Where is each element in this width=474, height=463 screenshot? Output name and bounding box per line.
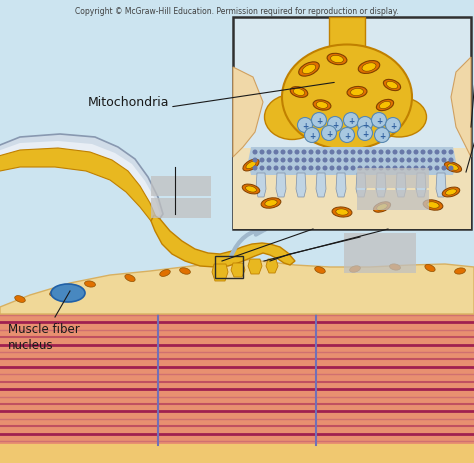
Circle shape <box>358 159 362 163</box>
Circle shape <box>442 167 446 170</box>
FancyBboxPatch shape <box>357 191 429 211</box>
Polygon shape <box>231 263 245 277</box>
FancyBboxPatch shape <box>357 169 429 188</box>
Text: +: + <box>332 121 338 130</box>
FancyArrowPatch shape <box>231 225 265 257</box>
Ellipse shape <box>50 290 60 297</box>
Ellipse shape <box>425 265 435 272</box>
Circle shape <box>253 159 257 163</box>
Text: +: + <box>376 117 382 126</box>
Circle shape <box>428 151 432 155</box>
Circle shape <box>357 117 373 132</box>
Circle shape <box>428 167 432 170</box>
FancyBboxPatch shape <box>0 444 474 463</box>
Ellipse shape <box>327 54 347 66</box>
Circle shape <box>365 151 369 155</box>
Polygon shape <box>396 174 406 198</box>
Circle shape <box>298 118 312 133</box>
Polygon shape <box>451 58 471 158</box>
Ellipse shape <box>261 198 281 209</box>
Text: +: + <box>362 130 368 139</box>
Ellipse shape <box>299 63 319 77</box>
Circle shape <box>386 159 390 163</box>
Circle shape <box>304 128 319 143</box>
Circle shape <box>330 151 334 155</box>
Circle shape <box>365 167 369 170</box>
Circle shape <box>260 159 264 163</box>
Circle shape <box>449 159 453 163</box>
Circle shape <box>428 159 432 163</box>
Circle shape <box>400 159 404 163</box>
Ellipse shape <box>386 82 398 89</box>
Circle shape <box>374 128 390 143</box>
Text: Mitochondria: Mitochondria <box>88 96 170 109</box>
Circle shape <box>295 151 299 155</box>
Circle shape <box>302 167 306 170</box>
Ellipse shape <box>447 164 458 171</box>
Circle shape <box>309 151 313 155</box>
Circle shape <box>267 167 271 170</box>
Polygon shape <box>248 259 262 275</box>
Circle shape <box>253 167 257 170</box>
Polygon shape <box>256 174 266 198</box>
Circle shape <box>295 167 299 170</box>
Circle shape <box>421 151 425 155</box>
Ellipse shape <box>376 100 393 112</box>
Polygon shape <box>356 174 366 198</box>
Circle shape <box>407 151 411 155</box>
Circle shape <box>372 151 376 155</box>
Circle shape <box>260 151 264 155</box>
Ellipse shape <box>362 64 376 72</box>
Circle shape <box>365 159 369 163</box>
Ellipse shape <box>160 270 170 277</box>
Circle shape <box>407 167 411 170</box>
Circle shape <box>323 159 327 163</box>
Circle shape <box>323 151 327 155</box>
Circle shape <box>288 159 292 163</box>
Ellipse shape <box>445 163 462 173</box>
Circle shape <box>357 126 373 141</box>
Polygon shape <box>0 142 160 219</box>
Circle shape <box>407 159 411 163</box>
Circle shape <box>379 151 383 155</box>
Circle shape <box>309 167 313 170</box>
Circle shape <box>393 151 397 155</box>
Polygon shape <box>0 149 156 221</box>
Ellipse shape <box>246 162 256 169</box>
Ellipse shape <box>427 202 439 209</box>
Ellipse shape <box>390 264 401 270</box>
Circle shape <box>253 151 257 155</box>
Circle shape <box>449 167 453 170</box>
Circle shape <box>351 159 355 163</box>
Ellipse shape <box>282 45 412 150</box>
Circle shape <box>372 159 376 163</box>
Circle shape <box>386 167 390 170</box>
Circle shape <box>372 167 376 170</box>
Circle shape <box>316 151 320 155</box>
Circle shape <box>421 159 425 163</box>
Ellipse shape <box>455 269 465 275</box>
Ellipse shape <box>377 204 387 211</box>
Polygon shape <box>416 174 426 198</box>
Ellipse shape <box>84 282 95 288</box>
Circle shape <box>385 118 401 133</box>
Polygon shape <box>0 259 474 314</box>
Ellipse shape <box>442 188 460 198</box>
Ellipse shape <box>265 200 277 207</box>
Ellipse shape <box>15 296 25 303</box>
Polygon shape <box>248 148 456 175</box>
Circle shape <box>337 159 341 163</box>
Circle shape <box>328 117 343 132</box>
Ellipse shape <box>446 189 456 196</box>
Circle shape <box>435 159 439 163</box>
Polygon shape <box>436 174 446 198</box>
FancyBboxPatch shape <box>233 18 471 230</box>
Text: +: + <box>348 117 354 126</box>
Circle shape <box>260 167 264 170</box>
Polygon shape <box>0 135 163 221</box>
Circle shape <box>288 151 292 155</box>
Circle shape <box>281 167 285 170</box>
Circle shape <box>344 167 348 170</box>
Text: Muscle fiber
nucleus: Muscle fiber nucleus <box>8 322 80 351</box>
